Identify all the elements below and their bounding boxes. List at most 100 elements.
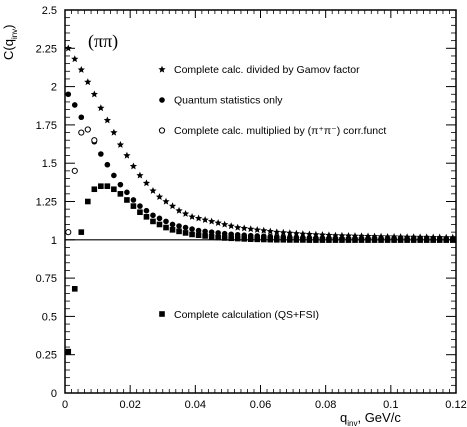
filled-square-point bbox=[150, 218, 156, 225]
filled-square-point bbox=[195, 232, 202, 239]
star-point bbox=[97, 104, 105, 112]
x-tick-label: 0.06 bbox=[250, 399, 271, 411]
filled-square-point bbox=[358, 237, 365, 243]
filled-square-point bbox=[267, 236, 274, 243]
filled-square-point bbox=[423, 237, 430, 243]
filled-square-point bbox=[71, 286, 78, 292]
filled-square-point bbox=[104, 183, 111, 189]
star-point bbox=[181, 209, 190, 217]
star-point bbox=[214, 219, 222, 227]
filled-square-point bbox=[254, 236, 261, 243]
y-tick-label: 1 bbox=[51, 235, 57, 247]
y-tick-label: 0 bbox=[51, 388, 57, 400]
star-point bbox=[142, 179, 151, 187]
star-point bbox=[201, 216, 209, 223]
star-point bbox=[175, 206, 183, 214]
filled-square-point bbox=[417, 237, 423, 243]
star-point bbox=[64, 44, 72, 52]
filled-square-point bbox=[176, 228, 182, 235]
filled-square-point bbox=[221, 235, 228, 241]
filled-square-point bbox=[65, 348, 72, 355]
filled-square-point bbox=[287, 237, 293, 243]
legend-label: Quantum statistics only bbox=[174, 95, 283, 107]
filled-square-point bbox=[156, 221, 163, 228]
tick-labels: 0 0.02 0.04 0.06 0.08 0.1 0.12 0 0.25 0.5 0.75 1 1.2… bbox=[36, 5, 467, 411]
star-point bbox=[77, 65, 85, 73]
filled-square-point bbox=[280, 237, 287, 243]
filled-circle-point bbox=[130, 197, 137, 203]
filled-square-point bbox=[345, 237, 352, 243]
filled-circle-point bbox=[137, 203, 143, 209]
annotation: Complete calculation (QS+FSI) bbox=[159, 309, 319, 321]
filled-square-point bbox=[208, 233, 215, 240]
x-axis-title: qinv, GeV/c bbox=[340, 410, 401, 427]
star-point bbox=[90, 90, 98, 98]
filled-square-point bbox=[182, 230, 189, 236]
star-point bbox=[149, 186, 157, 194]
filled-circle-point bbox=[221, 230, 228, 237]
filled-square-point bbox=[241, 236, 248, 242]
x-tick-label: 0.08 bbox=[315, 399, 336, 411]
filled-square-point bbox=[78, 229, 85, 235]
y-tick-label: 1.5 bbox=[42, 158, 57, 170]
filled-square-point bbox=[111, 186, 117, 193]
star-point bbox=[129, 162, 138, 170]
y-tick-label: 0.5 bbox=[42, 311, 57, 323]
filled-circle-point bbox=[176, 223, 182, 229]
filled-circle-point bbox=[195, 227, 202, 234]
filled-square-point bbox=[98, 183, 104, 189]
star-point bbox=[208, 217, 216, 225]
legend-marker-open-circle bbox=[158, 127, 166, 134]
y-tick-label: 1.25 bbox=[36, 197, 57, 209]
filled-circle-point bbox=[124, 189, 130, 196]
data-points bbox=[64, 44, 457, 355]
filled-circle-point bbox=[208, 229, 215, 235]
filled-circle-point bbox=[189, 226, 195, 232]
y-axis-title-close: ) bbox=[1, 24, 16, 28]
filled-square-point bbox=[410, 237, 417, 243]
star-point bbox=[279, 228, 287, 236]
filled-circle-point bbox=[202, 228, 208, 235]
filled-square-point bbox=[326, 237, 332, 243]
filled-circle-point bbox=[111, 172, 117, 179]
star-point bbox=[273, 228, 281, 236]
filled-square-point bbox=[169, 227, 176, 233]
filled-square-point bbox=[313, 237, 319, 243]
filled-circle-point bbox=[104, 161, 111, 168]
filled-square-point bbox=[189, 231, 195, 238]
star-point bbox=[116, 141, 125, 148]
y-axis-title-sub: inv bbox=[10, 29, 19, 39]
filled-circle-point bbox=[143, 207, 150, 214]
star-point bbox=[227, 222, 235, 230]
legend-label: Complete calc. divided by Gamov factor bbox=[174, 64, 360, 76]
filled-circle-point bbox=[163, 218, 169, 225]
star-point bbox=[84, 78, 92, 86]
star-point bbox=[71, 55, 79, 63]
filled-square-point bbox=[130, 203, 137, 209]
star-point bbox=[103, 116, 111, 124]
filled-square-point bbox=[91, 186, 98, 193]
filled-circle-point bbox=[65, 91, 72, 98]
star-point bbox=[260, 226, 268, 234]
filled-square-point bbox=[391, 237, 397, 243]
star-point bbox=[155, 193, 164, 200]
x-axis-title-unit: , GeV/c bbox=[357, 410, 401, 425]
filled-square-point bbox=[339, 237, 345, 243]
filled-square-point bbox=[384, 237, 391, 243]
filled-circle-point bbox=[117, 181, 124, 188]
filled-square-point bbox=[117, 191, 124, 197]
annotation-label: Complete calculation (QS+FSI) bbox=[174, 309, 319, 321]
star-point bbox=[162, 197, 170, 205]
filled-square-point bbox=[319, 237, 326, 243]
x-axis-title-main: q bbox=[340, 410, 347, 425]
y-tick-label: 0.25 bbox=[36, 350, 57, 362]
filled-square-point bbox=[300, 237, 306, 243]
y-axis-title-main: C(q bbox=[1, 39, 16, 60]
filled-square-point bbox=[234, 235, 241, 242]
filled-square-point bbox=[352, 237, 358, 243]
filled-circle-point bbox=[169, 221, 176, 228]
legend: Complete calc. divided by Gamov factor Qu… bbox=[158, 64, 386, 137]
y-tick-label: 1.75 bbox=[36, 120, 57, 132]
x-tick-label: 0.12 bbox=[445, 399, 466, 411]
